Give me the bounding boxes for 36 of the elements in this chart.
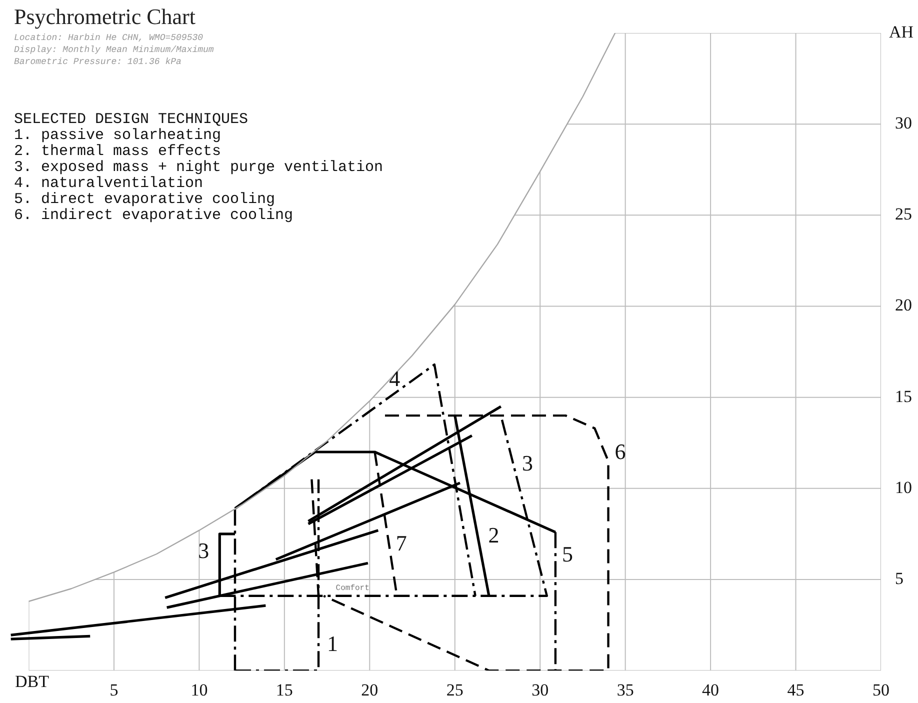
annotation: 2. thermal mass effects	[14, 143, 222, 160]
y-axis-title: AH	[889, 22, 914, 42]
x-tick-label: 35	[616, 680, 634, 700]
y-tick-label: 5	[895, 568, 904, 588]
annotation: 3	[198, 538, 210, 563]
x-tick-label: 5	[110, 680, 118, 700]
y-tick-label: 20	[895, 296, 912, 315]
annotation: Comfort	[336, 584, 370, 594]
annotation: 4	[389, 366, 400, 391]
annotation: 4. naturalventilation	[14, 175, 204, 192]
x-tick-label: 15	[276, 680, 293, 700]
annotation: 5. direct evaporative cooling	[14, 191, 276, 208]
x-tick-label: 10	[190, 680, 208, 700]
x-axis-title: DBT	[15, 672, 50, 692]
annotation: SELECTED DESIGN TECHNIQUES	[14, 111, 250, 128]
x-tick-label: 50	[872, 680, 890, 700]
annotation: 6. indirect evaporative cooling	[14, 207, 294, 224]
x-tick-label: 45	[787, 680, 804, 700]
annotation: 1. passive solarheating	[14, 127, 222, 144]
annotation: 3. exposed mass + night purge ventilation	[14, 159, 384, 176]
x-tick-label: 30	[532, 680, 549, 700]
annotation: 5	[562, 542, 573, 567]
chart-title: Psychrometric Chart	[14, 4, 196, 30]
annotation: 3	[522, 450, 534, 476]
y-tick-label: 30	[895, 114, 912, 133]
y-tick-label: 10	[895, 478, 912, 497]
y-tick-label: 15	[895, 386, 912, 406]
annotation: 1	[327, 630, 338, 656]
text: Location: Harbin He CHN, WMO=509530 Display: Monthly Mean Minimum/Maximum Barometric Pressure: 101.36 kPa	[14, 32, 214, 68]
x-tick-label: 40	[702, 680, 720, 700]
annotation: 6	[614, 438, 626, 464]
x-tick-label: 25	[446, 680, 464, 700]
x-tick-label: 20	[361, 680, 378, 700]
y-tick-label: 25	[895, 204, 912, 224]
annotation: 2	[488, 522, 500, 548]
annotation: 7	[396, 530, 407, 556]
